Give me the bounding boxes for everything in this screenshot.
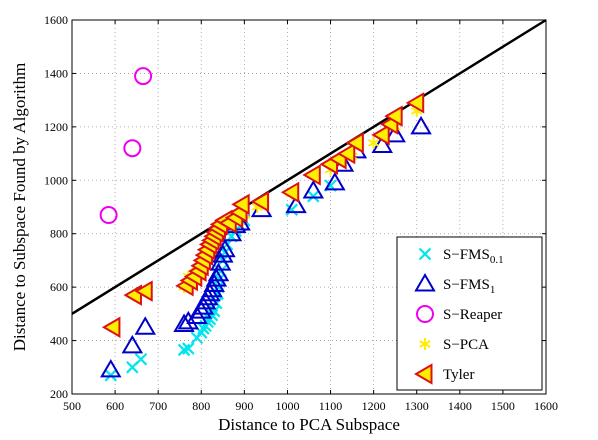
data-point — [302, 179, 325, 199]
x-tick-label: 1300 — [405, 399, 429, 413]
data-point — [123, 139, 142, 158]
grid-lines — [72, 20, 546, 394]
legend-label-subscript: 0.1 — [490, 254, 504, 266]
data-point — [280, 181, 300, 204]
x-tick-label: 900 — [235, 399, 253, 413]
legend-box — [396, 236, 543, 391]
legend-item: S−FMS0.1 — [418, 247, 504, 266]
legend-label-subscript: 1 — [490, 284, 496, 296]
legend-marker — [419, 338, 431, 350]
x-axis-title: Distance to PCA Subspace — [218, 415, 400, 434]
data-point — [371, 124, 390, 146]
data-point — [134, 352, 148, 366]
y-tick-label: 800 — [50, 227, 68, 241]
data-point — [177, 310, 200, 330]
data-point — [101, 316, 121, 338]
x-tick-label: 1500 — [491, 399, 515, 413]
data-point — [100, 358, 122, 378]
legend-label: Tyler — [443, 367, 474, 383]
data-point — [302, 164, 321, 186]
x-tick-label: 600 — [106, 399, 124, 413]
data-point — [336, 142, 356, 165]
data-point — [231, 193, 250, 216]
legend-item: Tyler — [414, 363, 474, 385]
y-tick-label: 600 — [50, 280, 68, 294]
y-tick-label: 1400 — [44, 66, 68, 80]
reference-line — [71, 18, 547, 315]
plot-frame — [71, 19, 547, 395]
legend-label-main: S−FMS — [443, 277, 490, 293]
series-tyler — [101, 92, 425, 338]
data-point — [384, 105, 403, 127]
series-s-fms-1 — [100, 115, 432, 378]
series-s-reaper — [99, 67, 153, 225]
legend-label: S−FMS0.1 — [443, 247, 504, 266]
legend-marker — [418, 247, 432, 261]
legend-label-main: S−FMS — [443, 247, 490, 263]
legend-label-main: Tyler — [443, 367, 474, 383]
data-point — [384, 123, 406, 143]
legend-marker — [414, 363, 433, 385]
data-point — [367, 136, 380, 149]
legend-label: S−FMS1 — [443, 277, 495, 296]
y-axis-title: Distance to Subspace Found by Algorithm — [10, 63, 29, 352]
data-point — [134, 67, 153, 86]
y-tick-label: 1200 — [44, 120, 68, 134]
y-tick-label: 400 — [50, 334, 68, 348]
x-tick-label: 800 — [192, 399, 210, 413]
data-point — [121, 334, 144, 354]
x-tick-label: 1400 — [448, 399, 472, 413]
legend-marker — [414, 273, 436, 292]
data-points — [99, 67, 432, 382]
data-point — [410, 115, 432, 135]
data-point — [186, 305, 208, 325]
data-point — [99, 206, 118, 225]
data-point — [250, 190, 270, 213]
x-tick-label: 1100 — [319, 399, 343, 413]
y-tick-label: 200 — [50, 387, 68, 401]
data-point — [307, 190, 320, 203]
data-point — [104, 369, 118, 382]
x-tick-label: 700 — [149, 399, 167, 413]
diagonal-reference-line — [71, 18, 547, 315]
legend-label: S−Reaper — [443, 307, 502, 323]
legend-label: S−PCA — [443, 337, 489, 353]
data-point — [134, 280, 153, 302]
data-point — [177, 343, 191, 357]
x-tick-label: 1200 — [362, 399, 386, 413]
data-point — [134, 316, 156, 335]
legend-marker — [416, 305, 434, 323]
y-tick-label: 1600 — [44, 13, 68, 27]
data-point — [345, 132, 364, 154]
axis-ticks: 500 600 700 800 900 1000 1100 1200 1300 1400 1500 1… — [44, 13, 558, 413]
y-tick-label: 1000 — [44, 173, 68, 187]
data-point — [285, 194, 307, 214]
x-tick-label: 1600 — [534, 399, 558, 413]
data-point — [324, 171, 346, 191]
x-tick-label: 1000 — [275, 399, 299, 413]
x-tick-label: 500 — [63, 399, 81, 413]
legend-label-main: S−PCA — [443, 337, 489, 353]
legend-label-main: S−Reaper — [443, 307, 502, 323]
data-point — [405, 92, 425, 114]
data-point — [285, 203, 299, 216]
data-point — [182, 342, 195, 355]
data-point — [214, 238, 236, 258]
legend-item: S−Reaper — [416, 305, 502, 323]
legend-item: S−FMS1 — [414, 273, 495, 296]
data-point — [207, 262, 230, 282]
legend-item: S−PCA — [419, 337, 489, 353]
